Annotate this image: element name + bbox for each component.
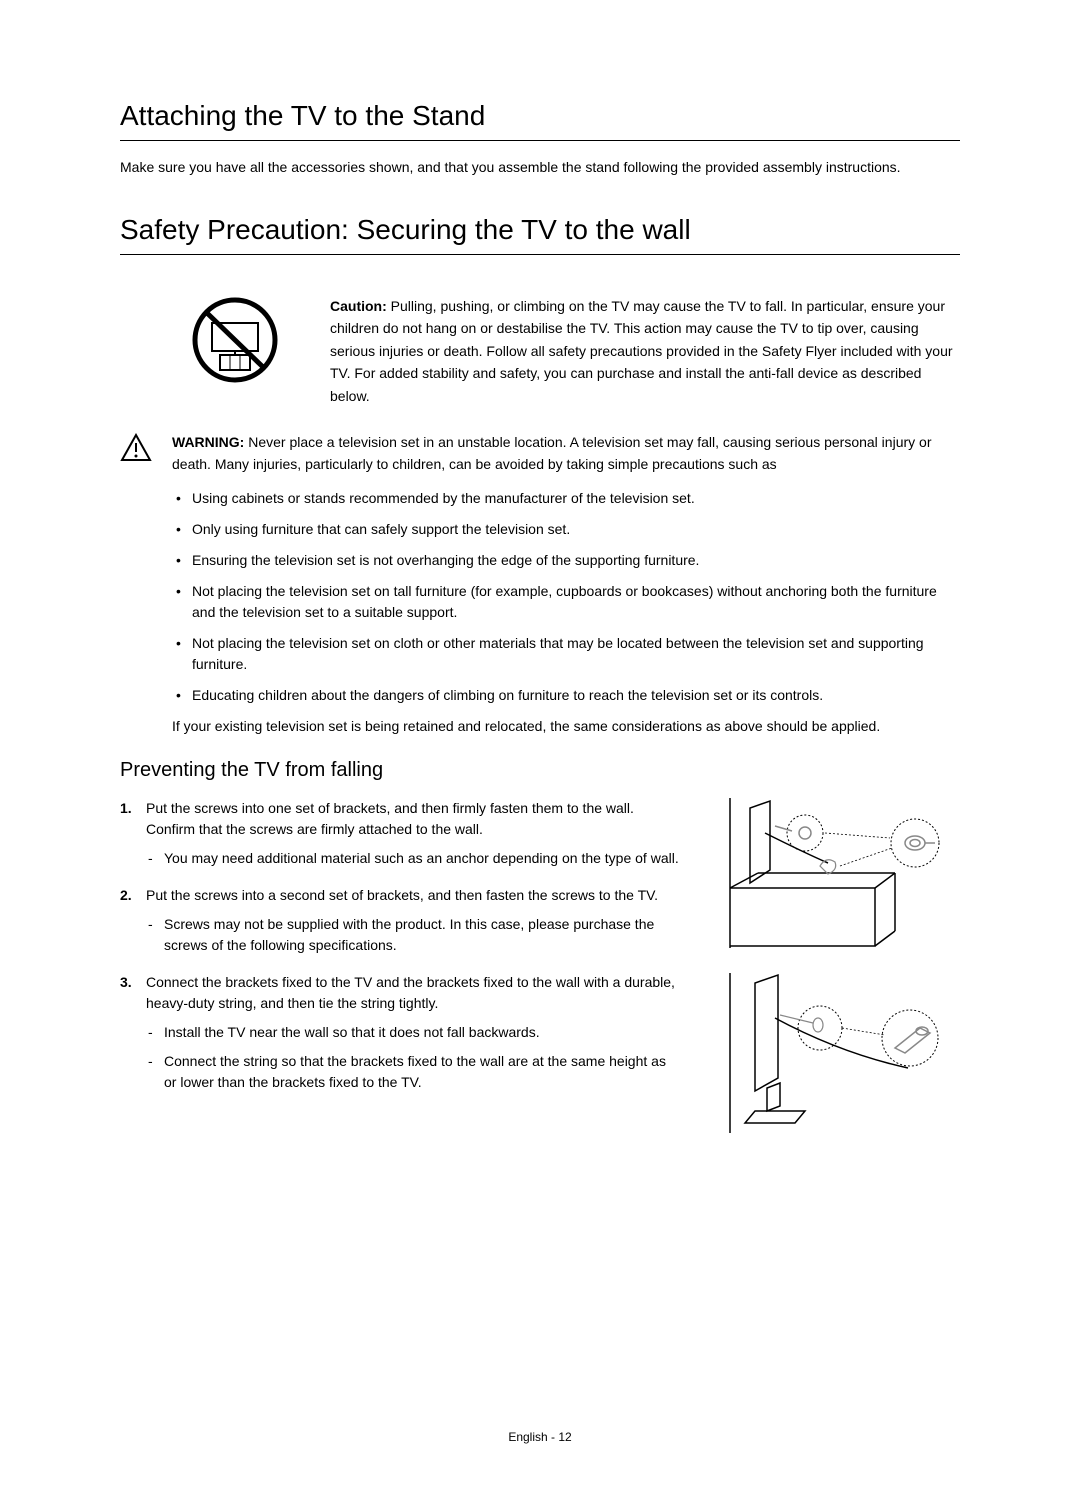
bullet-item: Not placing the television set on tall f… — [172, 581, 960, 623]
step-item: 2. Put the screws into a second set of b… — [120, 885, 680, 956]
step-number: 1. — [120, 798, 132, 819]
post-bullets-text: If your existing television set is being… — [172, 716, 960, 737]
subheading-preventing: Preventing the TV from falling — [120, 759, 960, 782]
section-heading-safety: Safety Precaution: Securing the TV to th… — [120, 214, 960, 255]
steps-row: 1. Put the screws into one set of bracke… — [120, 798, 960, 1158]
step-text: Put the screws into one set of brackets,… — [146, 800, 634, 837]
step-sub-item: Install the TV near the wall so that it … — [146, 1022, 680, 1043]
warning-intro: WARNING: Never place a television set in… — [172, 431, 960, 476]
step-sub-list: Install the TV near the wall so that it … — [146, 1022, 680, 1093]
bullet-item: Using cabinets or stands recommended by … — [172, 488, 960, 509]
steps-column: 1. Put the screws into one set of bracke… — [120, 798, 680, 1158]
bullet-item: Educating children about the dangers of … — [172, 685, 960, 706]
step-number: 3. — [120, 972, 132, 993]
step-text: Connect the brackets fixed to the TV and… — [146, 974, 675, 1011]
caution-label: Caution: — [330, 298, 387, 314]
caution-row: Caution: Pulling, pushing, or climbing o… — [120, 295, 960, 407]
step-number: 2. — [120, 885, 132, 906]
step-sub-list: You may need additional material such as… — [146, 848, 680, 869]
section1-body: Make sure you have all the accessories s… — [120, 157, 960, 178]
step-sub-list: Screws may not be supplied with the prod… — [146, 914, 680, 956]
bullet-item: Ensuring the television set is not overh… — [172, 550, 960, 571]
caution-body: Pulling, pushing, or climbing on the TV … — [330, 298, 953, 404]
bullet-item: Only using furniture that can safely sup… — [172, 519, 960, 540]
step-sub-item: You may need additional material such as… — [146, 848, 680, 869]
diagrams-column — [720, 798, 960, 1158]
step-sub-item: Connect the string so that the brackets … — [146, 1051, 680, 1093]
step-item: 1. Put the screws into one set of bracke… — [120, 798, 680, 869]
caution-text: Caution: Pulling, pushing, or climbing o… — [330, 295, 960, 407]
bullet-item: Not placing the television set on cloth … — [172, 633, 960, 675]
section-safety: Safety Precaution: Securing the TV to th… — [120, 214, 960, 737]
section-heading-attaching: Attaching the TV to the Stand — [120, 100, 960, 141]
warning-body: Never place a television set in an unsta… — [172, 434, 931, 472]
tv-anchor-diagram-1-icon — [720, 798, 960, 953]
step-sub-item: Screws may not be supplied with the prod… — [146, 914, 680, 956]
page-footer: English - 12 — [0, 1430, 1080, 1444]
tv-anchor-diagram-2-icon — [720, 973, 960, 1138]
warning-label: WARNING: — [172, 434, 244, 450]
warning-bullet-list: Using cabinets or stands recommended by … — [172, 488, 960, 706]
warning-content: WARNING: Never place a television set in… — [172, 431, 960, 737]
step-text: Put the screws into a second set of brac… — [146, 887, 658, 903]
warning-row: WARNING: Never place a television set in… — [120, 431, 960, 737]
no-climb-tv-icon — [180, 295, 290, 390]
ordered-steps: 1. Put the screws into one set of bracke… — [120, 798, 680, 1093]
step-item: 3. Connect the brackets fixed to the TV … — [120, 972, 680, 1093]
warning-triangle-icon — [120, 433, 152, 468]
